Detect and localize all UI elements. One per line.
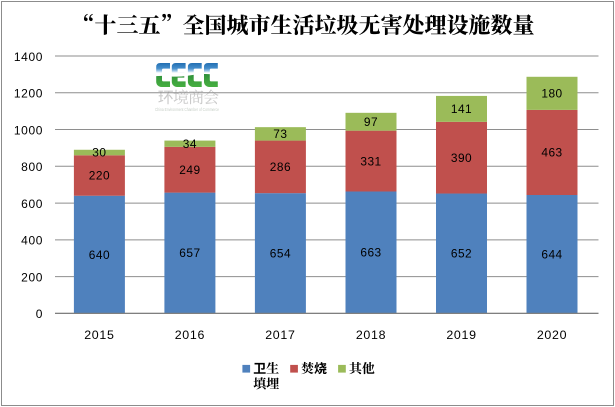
svg-text:644: 644: [541, 247, 562, 261]
svg-text:331: 331: [360, 154, 381, 168]
svg-text:2019: 2019: [446, 328, 476, 342]
svg-text:286: 286: [270, 160, 291, 174]
svg-text:141: 141: [451, 102, 472, 116]
svg-text:200: 200: [21, 270, 43, 284]
svg-text:1400: 1400: [14, 50, 43, 64]
svg-text:657: 657: [179, 246, 200, 260]
svg-text:463: 463: [541, 146, 562, 160]
svg-text:2017: 2017: [265, 328, 295, 342]
svg-text:1200: 1200: [14, 87, 43, 101]
svg-text:China Environment Chamber of C: China Environment Chamber of Commerce: [155, 107, 219, 112]
svg-text:800: 800: [21, 160, 43, 174]
svg-text:1000: 1000: [14, 123, 43, 137]
svg-text:2015: 2015: [84, 328, 114, 342]
svg-text:2018: 2018: [356, 328, 386, 342]
svg-text:34: 34: [183, 137, 197, 151]
svg-text:663: 663: [360, 246, 381, 260]
svg-text:2020: 2020: [537, 328, 567, 342]
svg-text:73: 73: [273, 127, 287, 141]
svg-text:30: 30: [92, 146, 106, 160]
svg-text:654: 654: [270, 247, 291, 261]
svg-text:640: 640: [89, 248, 110, 262]
svg-text:390: 390: [451, 151, 472, 165]
svg-text:0: 0: [36, 307, 43, 321]
svg-text:249: 249: [179, 163, 200, 177]
svg-text:2016: 2016: [175, 328, 205, 342]
svg-text:400: 400: [21, 234, 43, 248]
svg-text:180: 180: [541, 87, 562, 101]
svg-text:97: 97: [364, 115, 378, 129]
svg-text:652: 652: [451, 247, 472, 261]
svg-text:600: 600: [21, 197, 43, 211]
svg-text:220: 220: [89, 169, 110, 183]
